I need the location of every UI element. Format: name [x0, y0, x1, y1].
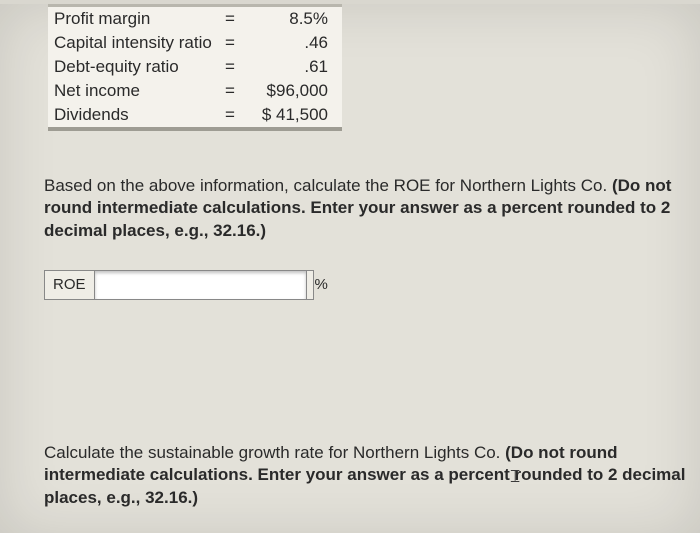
given-data-table: Profit margin = 8.5% Capital intensity r…	[48, 4, 342, 131]
row-value: 8.5%	[242, 6, 342, 32]
question-sgr: Calculate the sustainable growth rate fo…	[44, 442, 694, 509]
equals-sign: =	[218, 55, 242, 79]
roe-answer-row: ROE %	[44, 270, 314, 300]
row-value: .61	[242, 55, 342, 79]
equals-sign: =	[218, 79, 242, 103]
row-label: Debt-equity ratio	[48, 55, 218, 79]
table-row: Profit margin = 8.5%	[48, 6, 342, 32]
row-label: Net income	[48, 79, 218, 103]
table-row: Net income = $96,000	[48, 79, 342, 103]
table-row: Debt-equity ratio = .61	[48, 55, 342, 79]
row-label: Capital intensity ratio	[48, 31, 218, 55]
question-roe: Based on the above information, calculat…	[44, 175, 700, 242]
equals-sign: =	[218, 6, 242, 32]
row-value: .46	[242, 31, 342, 55]
row-value: $96,000	[242, 79, 342, 103]
table-row: Dividends = $ 41,500	[48, 103, 342, 129]
table-row: Capital intensity ratio = .46	[48, 31, 342, 55]
question-lead: Calculate the sustainable growth rate fo…	[44, 443, 505, 462]
equals-sign: =	[218, 31, 242, 55]
page: Profit margin = 8.5% Capital intensity r…	[0, 4, 700, 533]
row-value: $ 41,500	[242, 103, 342, 129]
roe-unit: %	[307, 271, 336, 299]
row-label: Dividends	[48, 103, 218, 129]
roe-input[interactable]	[95, 271, 307, 299]
row-label: Profit margin	[48, 6, 218, 32]
roe-label: ROE	[45, 271, 95, 299]
equals-sign: =	[218, 103, 242, 129]
question-lead: Based on the above information, calculat…	[44, 176, 612, 195]
